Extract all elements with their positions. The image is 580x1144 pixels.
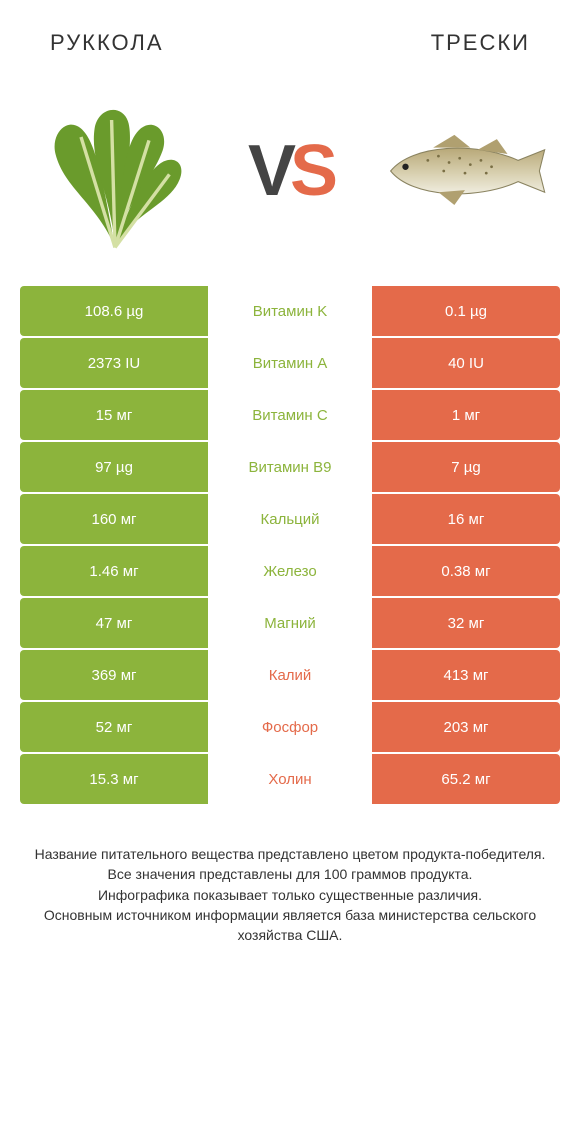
footnote: Название питательного вещества представл… — [20, 844, 560, 945]
right-value-cell: 203 мг — [372, 702, 560, 752]
right-value-cell: 1 мг — [372, 390, 560, 440]
footnote-line: Инфографика показывает только существенн… — [26, 885, 554, 905]
cod-image — [380, 86, 550, 256]
footnote-line: Основным источником информации является … — [26, 905, 554, 946]
table-row: 15 мгВитамин C1 мг — [20, 390, 560, 440]
right-value-cell: 7 µg — [372, 442, 560, 492]
hero-row: VS — [20, 76, 560, 286]
table-row: 160 мгКальций16 мг — [20, 494, 560, 544]
right-value-cell: 0.1 µg — [372, 286, 560, 336]
left-value-cell: 160 мг — [20, 494, 208, 544]
left-value-cell: 2373 IU — [20, 338, 208, 388]
table-row: 52 мгФосфор203 мг — [20, 702, 560, 752]
nutrient-label: Витамин C — [210, 390, 370, 440]
table-row: 47 мгМагний32 мг — [20, 598, 560, 648]
infographic: РУККОЛА ТРЕСКИ VS — [0, 0, 580, 965]
nutrient-label: Фосфор — [210, 702, 370, 752]
right-value-cell: 413 мг — [372, 650, 560, 700]
left-value-cell: 1.46 мг — [20, 546, 208, 596]
title-row: РУККОЛА ТРЕСКИ — [20, 30, 560, 76]
arugula-image — [30, 86, 200, 256]
left-value-cell: 15 мг — [20, 390, 208, 440]
footnote-line: Название питательного вещества представл… — [26, 844, 554, 864]
nutrient-label: Витамин K — [210, 286, 370, 336]
table-row: 369 мгКалий413 мг — [20, 650, 560, 700]
nutrient-label: Кальций — [210, 494, 370, 544]
table-row: 97 µgВитамин B97 µg — [20, 442, 560, 492]
left-value-cell: 52 мг — [20, 702, 208, 752]
vs-label: VS — [248, 130, 332, 212]
nutrient-label: Железо — [210, 546, 370, 596]
vs-letter-s: S — [290, 131, 332, 211]
comparison-table: 108.6 µgВитамин K0.1 µg2373 IUВитамин A4… — [20, 286, 560, 804]
right-value-cell: 16 мг — [372, 494, 560, 544]
right-value-cell: 32 мг — [372, 598, 560, 648]
nutrient-label: Калий — [210, 650, 370, 700]
left-value-cell: 97 µg — [20, 442, 208, 492]
footnote-line: Все значения представлены для 100 граммо… — [26, 864, 554, 884]
table-row: 1.46 мгЖелезо0.38 мг — [20, 546, 560, 596]
table-row: 15.3 мгХолин65.2 мг — [20, 754, 560, 804]
left-product-title: РУККОЛА — [50, 30, 164, 56]
left-value-cell: 15.3 мг — [20, 754, 208, 804]
left-value-cell: 369 мг — [20, 650, 208, 700]
vs-letter-v: V — [248, 131, 290, 211]
right-value-cell: 0.38 мг — [372, 546, 560, 596]
nutrient-label: Витамин B9 — [210, 442, 370, 492]
left-value-cell: 47 мг — [20, 598, 208, 648]
right-value-cell: 65.2 мг — [372, 754, 560, 804]
nutrient-label: Холин — [210, 754, 370, 804]
right-product-title: ТРЕСКИ — [431, 30, 530, 56]
nutrient-label: Витамин A — [210, 338, 370, 388]
table-row: 2373 IUВитамин A40 IU — [20, 338, 560, 388]
left-value-cell: 108.6 µg — [20, 286, 208, 336]
nutrient-label: Магний — [210, 598, 370, 648]
right-value-cell: 40 IU — [372, 338, 560, 388]
table-row: 108.6 µgВитамин K0.1 µg — [20, 286, 560, 336]
